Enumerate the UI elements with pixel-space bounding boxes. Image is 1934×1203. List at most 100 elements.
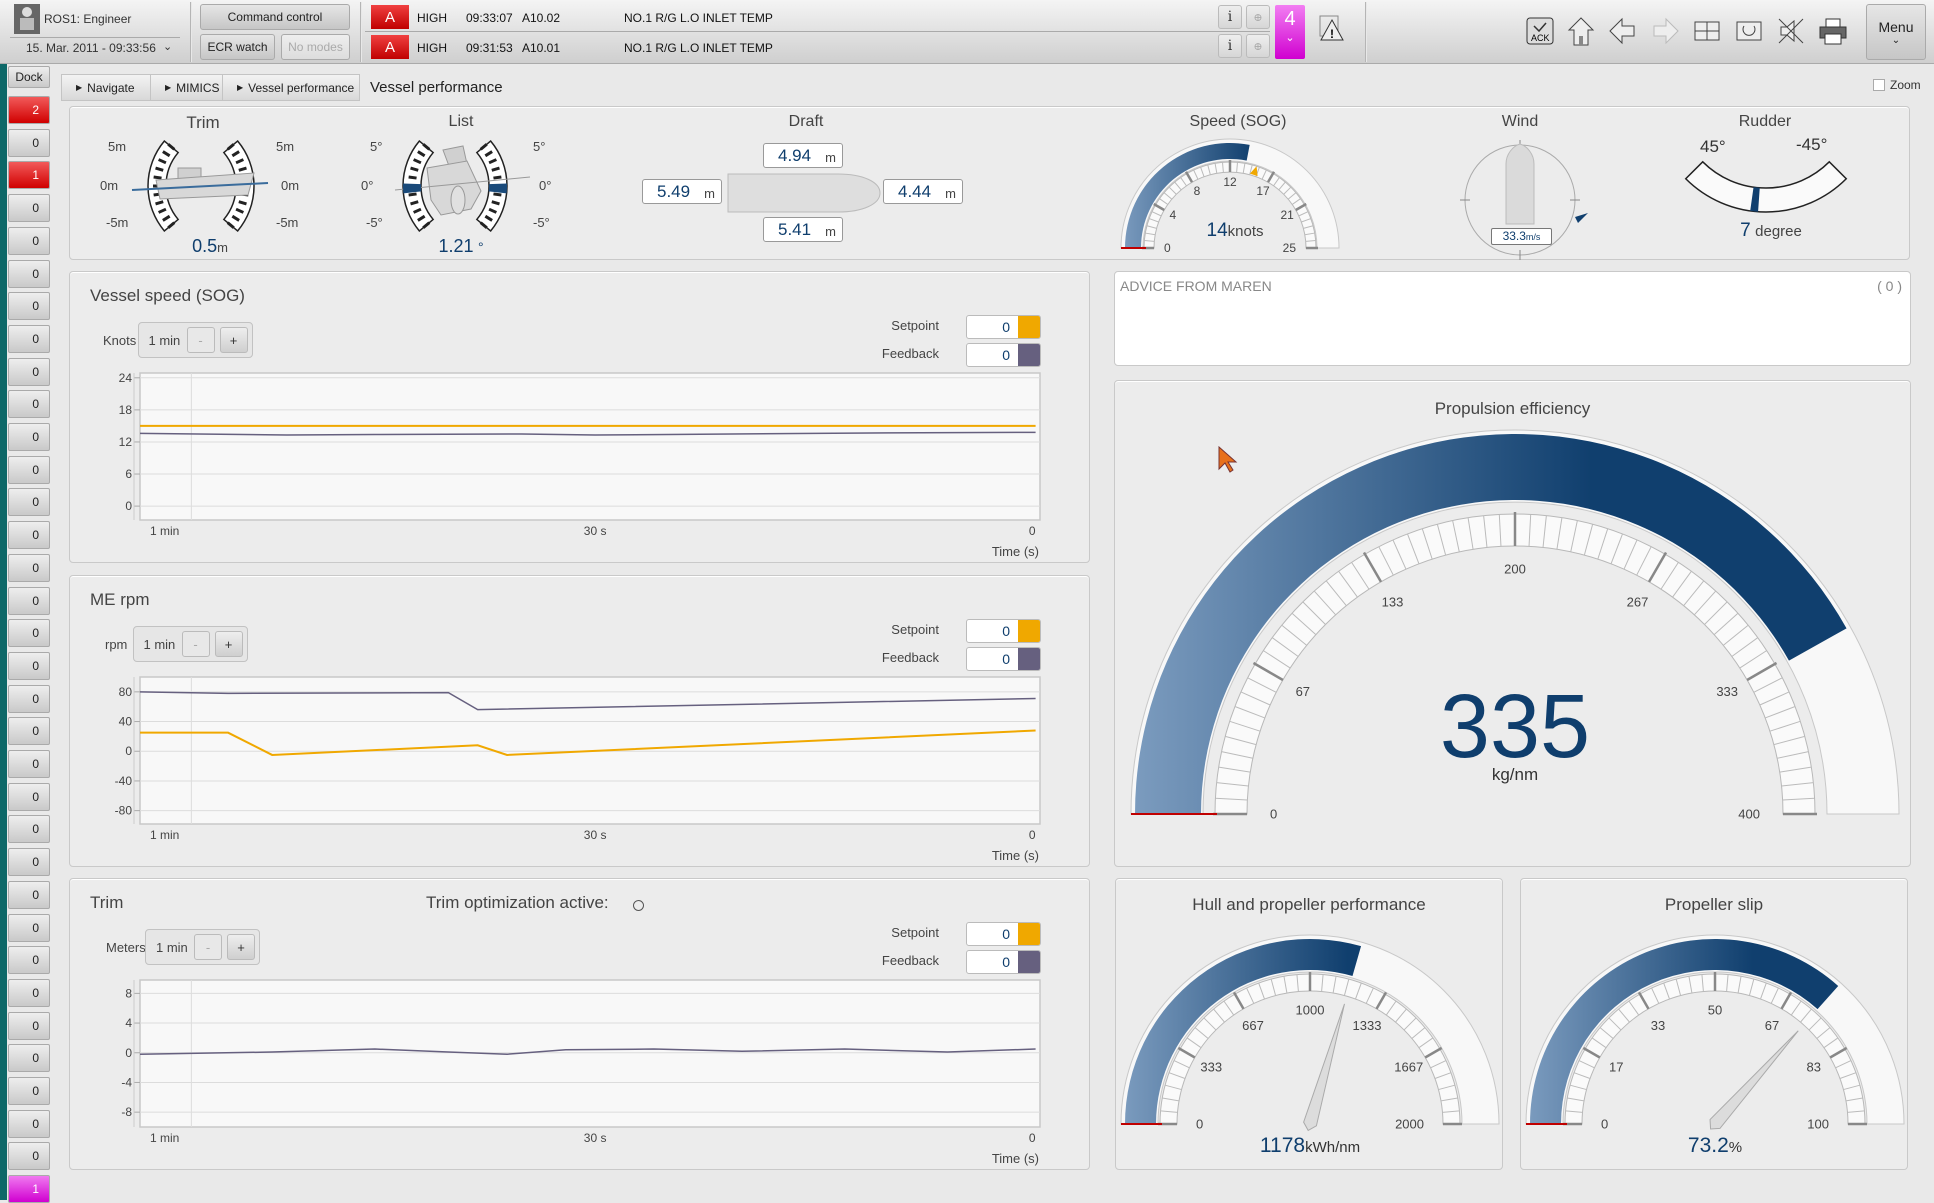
gauge-tick: [1781, 782, 1814, 787]
list-indicator: [488, 183, 507, 194]
no-modes-button[interactable]: No modes: [281, 34, 350, 60]
info-icon[interactable]: i: [1218, 34, 1242, 58]
sidebar-alarm-group-button[interactable]: 0: [8, 423, 50, 451]
sidebar-alarm-group-button[interactable]: 0: [8, 717, 50, 746]
datetime[interactable]: 15. Mar. 2011 - 09:33:56: [26, 41, 156, 55]
sidebar-alarm-group-button[interactable]: 0: [8, 1044, 50, 1073]
sidebar-alarm-group-button[interactable]: 0: [8, 259, 50, 288]
sidebar-alarm-group-button[interactable]: 1: [8, 161, 50, 190]
sidebar-alarm-group-button[interactable]: 0: [8, 194, 50, 223]
alarm-row[interactable]: A HIGH 09:31:53 A10.01 NO.1 R/G L.O INLE…: [365, 33, 1315, 61]
gauge-tick: [1242, 163, 1246, 174]
gauge-tick: [1283, 186, 1292, 195]
goto-icon[interactable]: ⊕: [1246, 5, 1270, 29]
window-layout-icon[interactable]: [1692, 16, 1724, 48]
info-icon[interactable]: i: [1218, 5, 1242, 29]
printer-icon[interactable]: [1818, 16, 1850, 48]
gauge-tick: [1569, 1084, 1587, 1091]
home-icon[interactable]: [1566, 16, 1598, 48]
sidebar-alarm-group-button[interactable]: 0: [8, 128, 50, 157]
sidebar-alarm-group-button[interactable]: 0: [8, 488, 50, 517]
gauge-tick: [1578, 1060, 1595, 1069]
zoom-out-button[interactable]: -: [181, 631, 210, 657]
forward-arrow-icon[interactable]: [1650, 16, 1682, 48]
sidebar-alarm-group-button[interactable]: 0: [8, 324, 50, 353]
sidebar-alarm-group-button[interactable]: 1: [8, 1175, 50, 1203]
feedback-value: 0: [966, 647, 1041, 671]
command-control-button[interactable]: Command control: [200, 4, 350, 30]
alarm-list-warning-icon[interactable]: !: [1318, 14, 1346, 44]
list-scale-top: 5°: [370, 139, 383, 154]
gauge-tick: [1221, 751, 1253, 759]
series-line-setpoint: [140, 729, 1036, 756]
gauge-tick: [1153, 202, 1165, 212]
goto-icon[interactable]: ⊕: [1246, 34, 1270, 58]
mute-sound-icon[interactable]: [1776, 16, 1808, 48]
gauge-tick-label: 67: [1296, 684, 1310, 699]
gauge-tick: [1542, 515, 1547, 548]
gauge-tick: [1599, 1027, 1614, 1039]
sidebar-alarm-group-button[interactable]: 0: [8, 586, 50, 615]
sidebar-alarm-group-button[interactable]: 0: [8, 978, 50, 1007]
sidebar-alarm-group-button[interactable]: 0: [8, 946, 50, 975]
gauge-tick-label: 200: [1504, 562, 1526, 577]
line-chart: 24 18 12 6 0 1 min 30 s 0: [119, 371, 1041, 538]
chart-panel: Trim Trim optimization active: Meters 1 min…: [69, 878, 1090, 1170]
line-chart: 8 4 0 -4 -8 1 min 30 s 0: [121, 979, 1041, 1145]
gauge-tick: [1240, 691, 1271, 706]
back-arrow-icon[interactable]: [1608, 16, 1640, 48]
refresh-view-icon[interactable]: [1734, 16, 1766, 48]
breadcrumb-mimics[interactable]: ▶ MIMICS: [150, 74, 223, 101]
gauge-tick: [1303, 225, 1314, 229]
zoom-out-button[interactable]: -: [194, 934, 222, 960]
sidebar-alarm-group-button[interactable]: 0: [8, 619, 50, 648]
setpoint-label: Setpoint: [891, 925, 939, 940]
sidebar-alarm-group-button[interactable]: 0: [8, 782, 50, 811]
x-tick-label: 0: [1029, 524, 1036, 538]
chevron-down-icon[interactable]: ⌄: [163, 41, 173, 53]
alarm-count-button[interactable]: 4 ⌄: [1275, 5, 1305, 59]
sidebar-alarm-group-button[interactable]: 0: [8, 1077, 50, 1105]
gauge-needle: [1709, 1030, 1799, 1130]
breadcrumb-navigate[interactable]: ▶ Navigate: [61, 74, 151, 101]
speed-gauge: 0 4 8 12 17 21 25: [1120, 138, 1340, 255]
alarm-time: 09:31:53: [466, 41, 513, 55]
sidebar-alarm-group-button[interactable]: 0: [8, 1142, 50, 1171]
sidebar-alarm-group-button[interactable]: 0: [8, 1011, 50, 1040]
sidebar-alarm-group-button[interactable]: 0: [8, 684, 50, 713]
sidebar-alarm-group-button[interactable]: 0: [8, 553, 50, 582]
zoom-checkbox[interactable]: [1873, 79, 1885, 91]
sidebar-alarm-group-button[interactable]: 0: [8, 815, 50, 844]
gauge-tick: [1675, 978, 1682, 996]
gauge-tick: [1843, 1084, 1861, 1091]
sidebar-alarm-group-button[interactable]: 2: [8, 96, 50, 124]
gauge-tick: [1760, 982, 1767, 1000]
sidebar-alarm-group-button[interactable]: 0: [8, 226, 50, 255]
sidebar-alarm-group-button[interactable]: 0: [8, 1109, 50, 1138]
ecr-watch-button[interactable]: ECR watch: [200, 34, 275, 60]
gauge-tick: [1313, 590, 1337, 616]
sidebar-alarm-group-button[interactable]: 0: [8, 455, 50, 484]
gauge-tick: [1739, 650, 1767, 669]
menu-button[interactable]: Menu ⌄: [1866, 4, 1926, 60]
ack-icon[interactable]: ACK: [1525, 16, 1557, 48]
sidebar-alarm-group-button[interactable]: 0: [8, 880, 50, 909]
alarm-row[interactable]: A HIGH 09:33:07 A10.02 NO.1 R/G L.O INLE…: [365, 3, 1315, 31]
breadcrumb-vessel-performance[interactable]: ▶ Vessel performance: [222, 74, 360, 101]
sidebar-alarm-group-button[interactable]: 0: [8, 357, 50, 386]
sidebar-alarm-group-button[interactable]: 0: [8, 913, 50, 942]
dock-button[interactable]: Dock: [8, 66, 50, 88]
sidebar-alarm-group-button[interactable]: 0: [8, 521, 50, 550]
sidebar-alarm-group-button[interactable]: 0: [8, 390, 50, 419]
zoom-in-button[interactable]: +: [219, 327, 248, 353]
scale-tick: [408, 175, 417, 180]
gauge-tick-label: 0: [1270, 807, 1277, 822]
sidebar-alarm-group-button[interactable]: 0: [8, 848, 50, 877]
zoom-in-button[interactable]: +: [214, 631, 243, 657]
sidebar-alarm-group-button[interactable]: 0: [8, 292, 50, 321]
zoom-out-button[interactable]: -: [186, 327, 215, 353]
sidebar-alarm-group-button[interactable]: 0: [8, 750, 50, 778]
gauge-tick: [1343, 978, 1350, 996]
zoom-in-button[interactable]: +: [227, 934, 255, 960]
sidebar-alarm-group-button[interactable]: 0: [8, 651, 50, 680]
